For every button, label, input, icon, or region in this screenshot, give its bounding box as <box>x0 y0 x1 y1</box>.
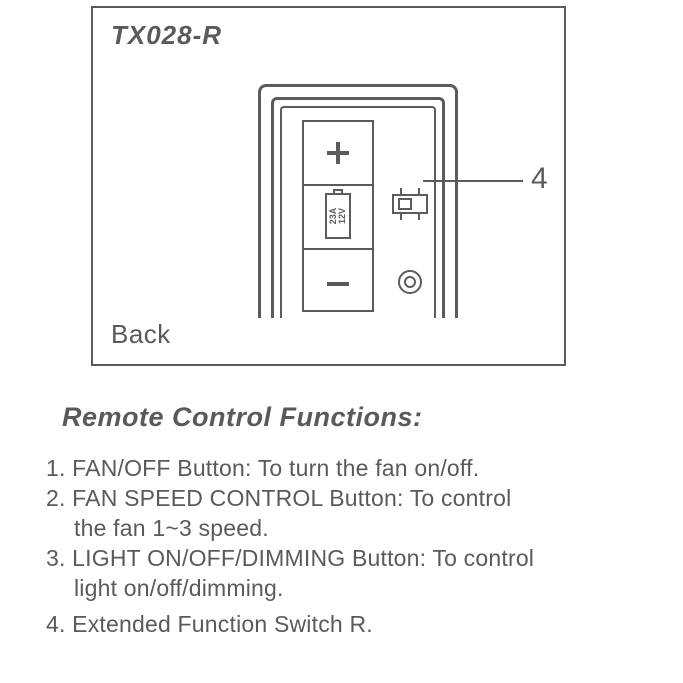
list-item: 3. LIGHT ON/OFF/DIMMING Button: To contr… <box>46 544 534 572</box>
battery-spec-line2: 12V <box>337 208 347 224</box>
function-list: 1. FAN/OFF Button: To turn the fan on/of… <box>46 454 534 640</box>
remote-back-diagram: 23A 12V <box>258 84 458 318</box>
function-switch <box>392 194 428 214</box>
battery-divider <box>304 248 372 250</box>
switch-tick <box>400 214 402 220</box>
plus-icon <box>327 142 349 164</box>
callout-number-4: 4 <box>531 162 548 196</box>
remote-outer-shell: 23A 12V <box>258 84 458 318</box>
battery-compartment: 23A 12V <box>302 120 374 312</box>
list-item: 2. FAN SPEED CONTROL Button: To control <box>46 484 534 512</box>
leader-line <box>423 180 523 182</box>
switch-tick <box>400 188 402 194</box>
list-item-continuation: the fan 1~3 speed. <box>46 514 534 542</box>
switch-tick <box>418 188 420 194</box>
model-number: TX028-R <box>111 20 222 51</box>
battery-icon: 23A 12V <box>325 193 351 239</box>
minus-icon <box>327 282 349 286</box>
remote-inner-shell: 23A 12V <box>271 97 445 318</box>
list-item: 4. Extended Function Switch R. <box>46 610 534 638</box>
switch-tick <box>418 214 420 220</box>
screw-icon <box>398 270 422 294</box>
remote-compartment: 23A 12V <box>280 106 436 318</box>
diagram-panel: TX028-R 23A 12V <box>91 6 566 366</box>
battery-divider <box>304 184 372 186</box>
list-item: 1. FAN/OFF Button: To turn the fan on/of… <box>46 454 534 482</box>
switch-slider <box>398 198 412 210</box>
list-item-continuation: light on/off/dimming. <box>46 574 534 602</box>
back-label: Back <box>111 319 171 350</box>
section-heading: Remote Control Functions: <box>62 402 422 433</box>
